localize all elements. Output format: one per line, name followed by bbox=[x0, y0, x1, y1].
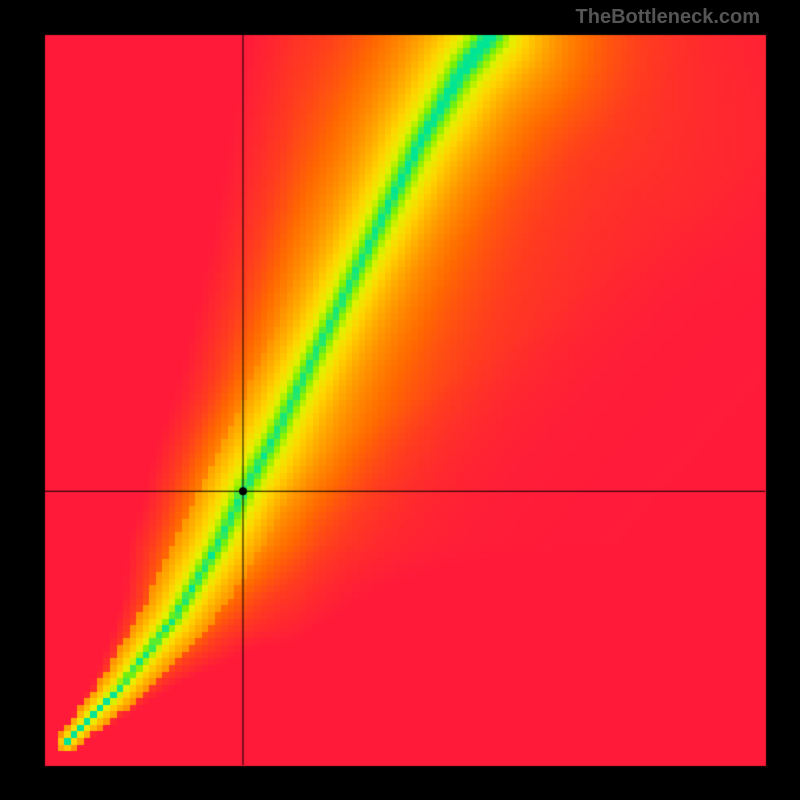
chart-container: TheBottleneck.com bbox=[0, 0, 800, 800]
heatmap-canvas bbox=[0, 0, 800, 800]
watermark-text: TheBottleneck.com bbox=[576, 6, 760, 29]
